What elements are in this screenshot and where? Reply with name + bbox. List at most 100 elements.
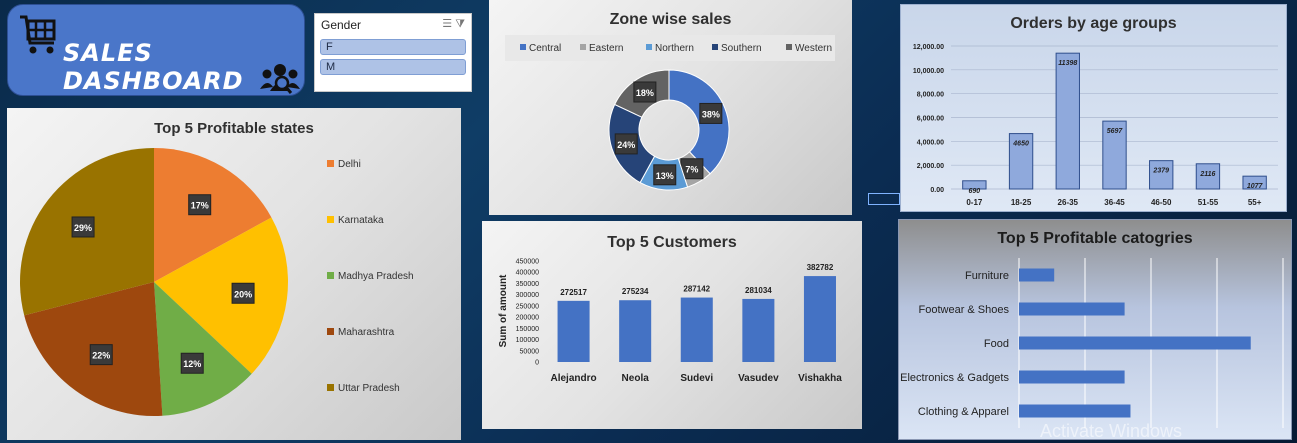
- y-tick-label-3: 150000: [516, 326, 539, 333]
- y-tick-label-0: 0: [535, 360, 539, 367]
- bar-canvas: Furniture Footwear & Shoes Food Electronics…: [900, 258, 1284, 428]
- shopping-cart-icon: [20, 15, 56, 54]
- y-tick-label-7: 350000: [516, 281, 539, 288]
- legend-background: [505, 35, 835, 61]
- data-label-1: 7%: [685, 165, 698, 175]
- x-tick-label-3: Vasudev: [738, 373, 779, 384]
- category-label-1: Footwear & Shoes: [919, 304, 1010, 316]
- team-search-icon: [260, 64, 300, 94]
- chart-title: Zone wise sales: [609, 11, 732, 28]
- y-tick-label-3: 6,000.00: [917, 116, 944, 123]
- pie-slice-1: [154, 217, 288, 374]
- bar-3: [742, 298, 775, 362]
- gender-slicer[interactable]: Gender ☰ ⧩ F M: [314, 13, 472, 92]
- x-tick-label-4: 46-50: [1151, 198, 1172, 207]
- zone-sales-chart: Zone wise sales Central Eastern Northern So…: [489, 0, 852, 215]
- y-tick-label-2: 4,000.00: [917, 139, 944, 146]
- legend-label-1: Eastern: [589, 43, 623, 54]
- y-tick-label-5: 10,000.00: [913, 68, 944, 75]
- data-label-box-4: [633, 81, 657, 103]
- data-label-5: 2116: [1199, 171, 1215, 178]
- bar-5: [1195, 163, 1221, 190]
- selection-handle[interactable]: [868, 193, 900, 205]
- legend-swatch-4: [327, 384, 334, 391]
- profitable-states-chart: Top 5 Profitable states 17% 20% 12% 22% 29% D…: [7, 108, 461, 440]
- legend-swatch-0: [327, 160, 334, 167]
- x-tick-label-5: 51-55: [1198, 198, 1219, 207]
- data-label-2: 11398: [1058, 60, 1077, 67]
- x-tick-label-0: Alejandro: [551, 373, 597, 384]
- category-label-0: Furniture: [965, 270, 1009, 282]
- data-label-box-0: [188, 194, 212, 216]
- x-tick-label-3: 36-45: [1104, 198, 1125, 207]
- data-label-6: 1077: [1247, 183, 1264, 190]
- data-label-2: 12%: [183, 359, 201, 369]
- slicer-item-f[interactable]: F: [320, 39, 466, 55]
- data-label-box-4: [71, 216, 95, 238]
- bar-0: [557, 300, 590, 362]
- y-tick-label-8: 400000: [516, 270, 539, 277]
- pie-canvas: 17% 20% 12% 22% 29% Delhi Karnataka Madhya Prad…: [19, 148, 414, 416]
- bar-1: [1019, 302, 1125, 316]
- data-label-4: 29%: [74, 223, 92, 233]
- legend-label-0: Delhi: [338, 159, 361, 170]
- profitable-categories-chart: Top 5 Profitable catogries Furniture Foot…: [898, 219, 1292, 440]
- data-label-box-3: [89, 344, 113, 366]
- data-label-box-1: [231, 282, 255, 304]
- y-tick-label-6: 12,000.00: [913, 44, 944, 51]
- x-tick-label-4: Vishakha: [798, 373, 842, 384]
- data-label-0: 272517: [560, 288, 587, 297]
- y-tick-label-4: 200000: [516, 315, 539, 322]
- legend-swatch-1: [327, 216, 334, 223]
- slicer-item-m[interactable]: M: [320, 59, 466, 75]
- legend-swatch-3: [327, 328, 334, 335]
- data-label-box-2: [653, 164, 677, 186]
- data-label-1: 275234: [622, 287, 649, 296]
- pie-slice-2: [154, 282, 252, 416]
- bar-canvas: 0 50000 100000 150000 200000 250000 300000 3500…: [498, 259, 842, 385]
- x-tick-label-6: 55+: [1248, 198, 1262, 207]
- data-label-0: 690: [969, 188, 981, 195]
- doughnut-canvas: Central Eastern Northern Southern Western 38%…: [505, 35, 835, 191]
- data-label-box-2: [180, 352, 204, 374]
- bar-3: [1102, 120, 1127, 190]
- data-label-4: 18%: [636, 88, 654, 98]
- bar-0: [962, 180, 987, 190]
- data-label-box-3: [614, 133, 638, 155]
- data-label-1: 4650: [1012, 141, 1029, 148]
- dashboard-title: SALES DASHBOARD: [63, 39, 244, 95]
- doughnut-slice-0: [668, 69, 730, 175]
- legend-label-2: Northern: [655, 43, 694, 54]
- legend-label-4: Western: [795, 43, 832, 54]
- bar-4: [1149, 160, 1174, 190]
- top-customers-chart: Top 5 Customers 0 50000 100000 150000 200000…: [482, 221, 862, 429]
- legend-swatch-3: [712, 44, 718, 50]
- y-tick-label-5: 250000: [516, 303, 539, 310]
- legend-swatch-0: [520, 44, 526, 50]
- legend-label-3: Southern: [721, 43, 762, 54]
- legend-label-4: Uttar Pradesh: [338, 383, 400, 394]
- chart-title: Orders by age groups: [1010, 15, 1177, 32]
- legend-label-1: Karnataka: [338, 215, 384, 226]
- legend-swatch-1: [580, 44, 586, 50]
- multi-select-icon[interactable]: ☰: [442, 18, 453, 30]
- legend-swatch-4: [786, 44, 792, 50]
- legend-swatch-2: [327, 272, 334, 279]
- legend-label-3: Maharashtra: [338, 327, 395, 338]
- data-label-0: 38%: [702, 109, 720, 119]
- bar-2: [1019, 336, 1251, 350]
- chart-title: Top 5 Profitable states: [154, 120, 314, 137]
- activate-windows-watermark: Activate Windows: [1040, 421, 1183, 441]
- category-label-2: Food: [984, 338, 1009, 350]
- x-tick-label-2: 26-35: [1058, 198, 1079, 207]
- y-tick-label-0: 0.00: [930, 187, 944, 194]
- clear-filter-icon[interactable]: ⧩: [455, 18, 465, 30]
- slicer-title: Gender: [321, 18, 362, 32]
- data-label-2: 287142: [683, 285, 710, 294]
- y-tick-label-9: 450000: [516, 259, 539, 266]
- y-tick-label-1: 2,000.00: [917, 163, 944, 170]
- category-label-4: Clothing & Apparel: [918, 406, 1009, 418]
- bar-2: [680, 297, 713, 362]
- x-tick-label-1: Neola: [622, 373, 650, 384]
- data-label-3: 22%: [92, 351, 110, 361]
